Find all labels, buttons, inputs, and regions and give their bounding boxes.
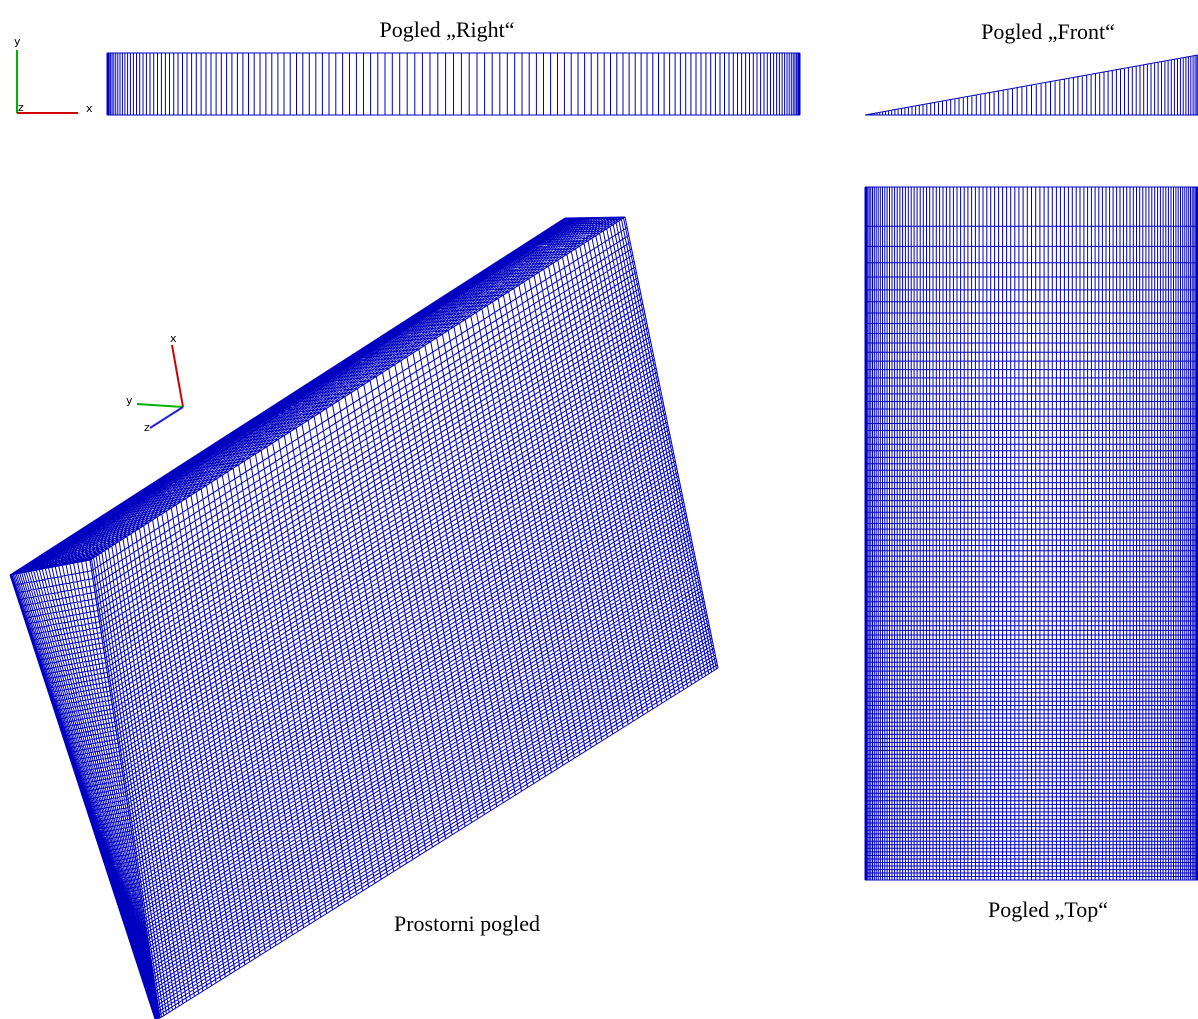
mesh-lines <box>9 559 161 1019</box>
view-title: Pogled „Top“ <box>988 897 1108 922</box>
axis-line <box>149 406 184 429</box>
view-title: Prostorni pogled <box>394 911 540 936</box>
view-title: Pogled „Right“ <box>379 17 514 42</box>
axis-label: y <box>126 394 133 407</box>
mesh-lines <box>106 52 801 116</box>
mesh-lines <box>864 54 1198 116</box>
mesh-group <box>9 52 1198 1019</box>
axis-label: z <box>18 101 24 114</box>
axis-label: y <box>14 35 21 48</box>
axis-line <box>171 344 184 408</box>
axis-label: x <box>170 332 177 345</box>
view-title: Pogled „Front“ <box>981 19 1115 44</box>
mesh-lines <box>864 186 1198 881</box>
axis-line <box>136 403 184 408</box>
axis-label: z <box>144 421 150 434</box>
axis-label: x <box>86 102 93 115</box>
